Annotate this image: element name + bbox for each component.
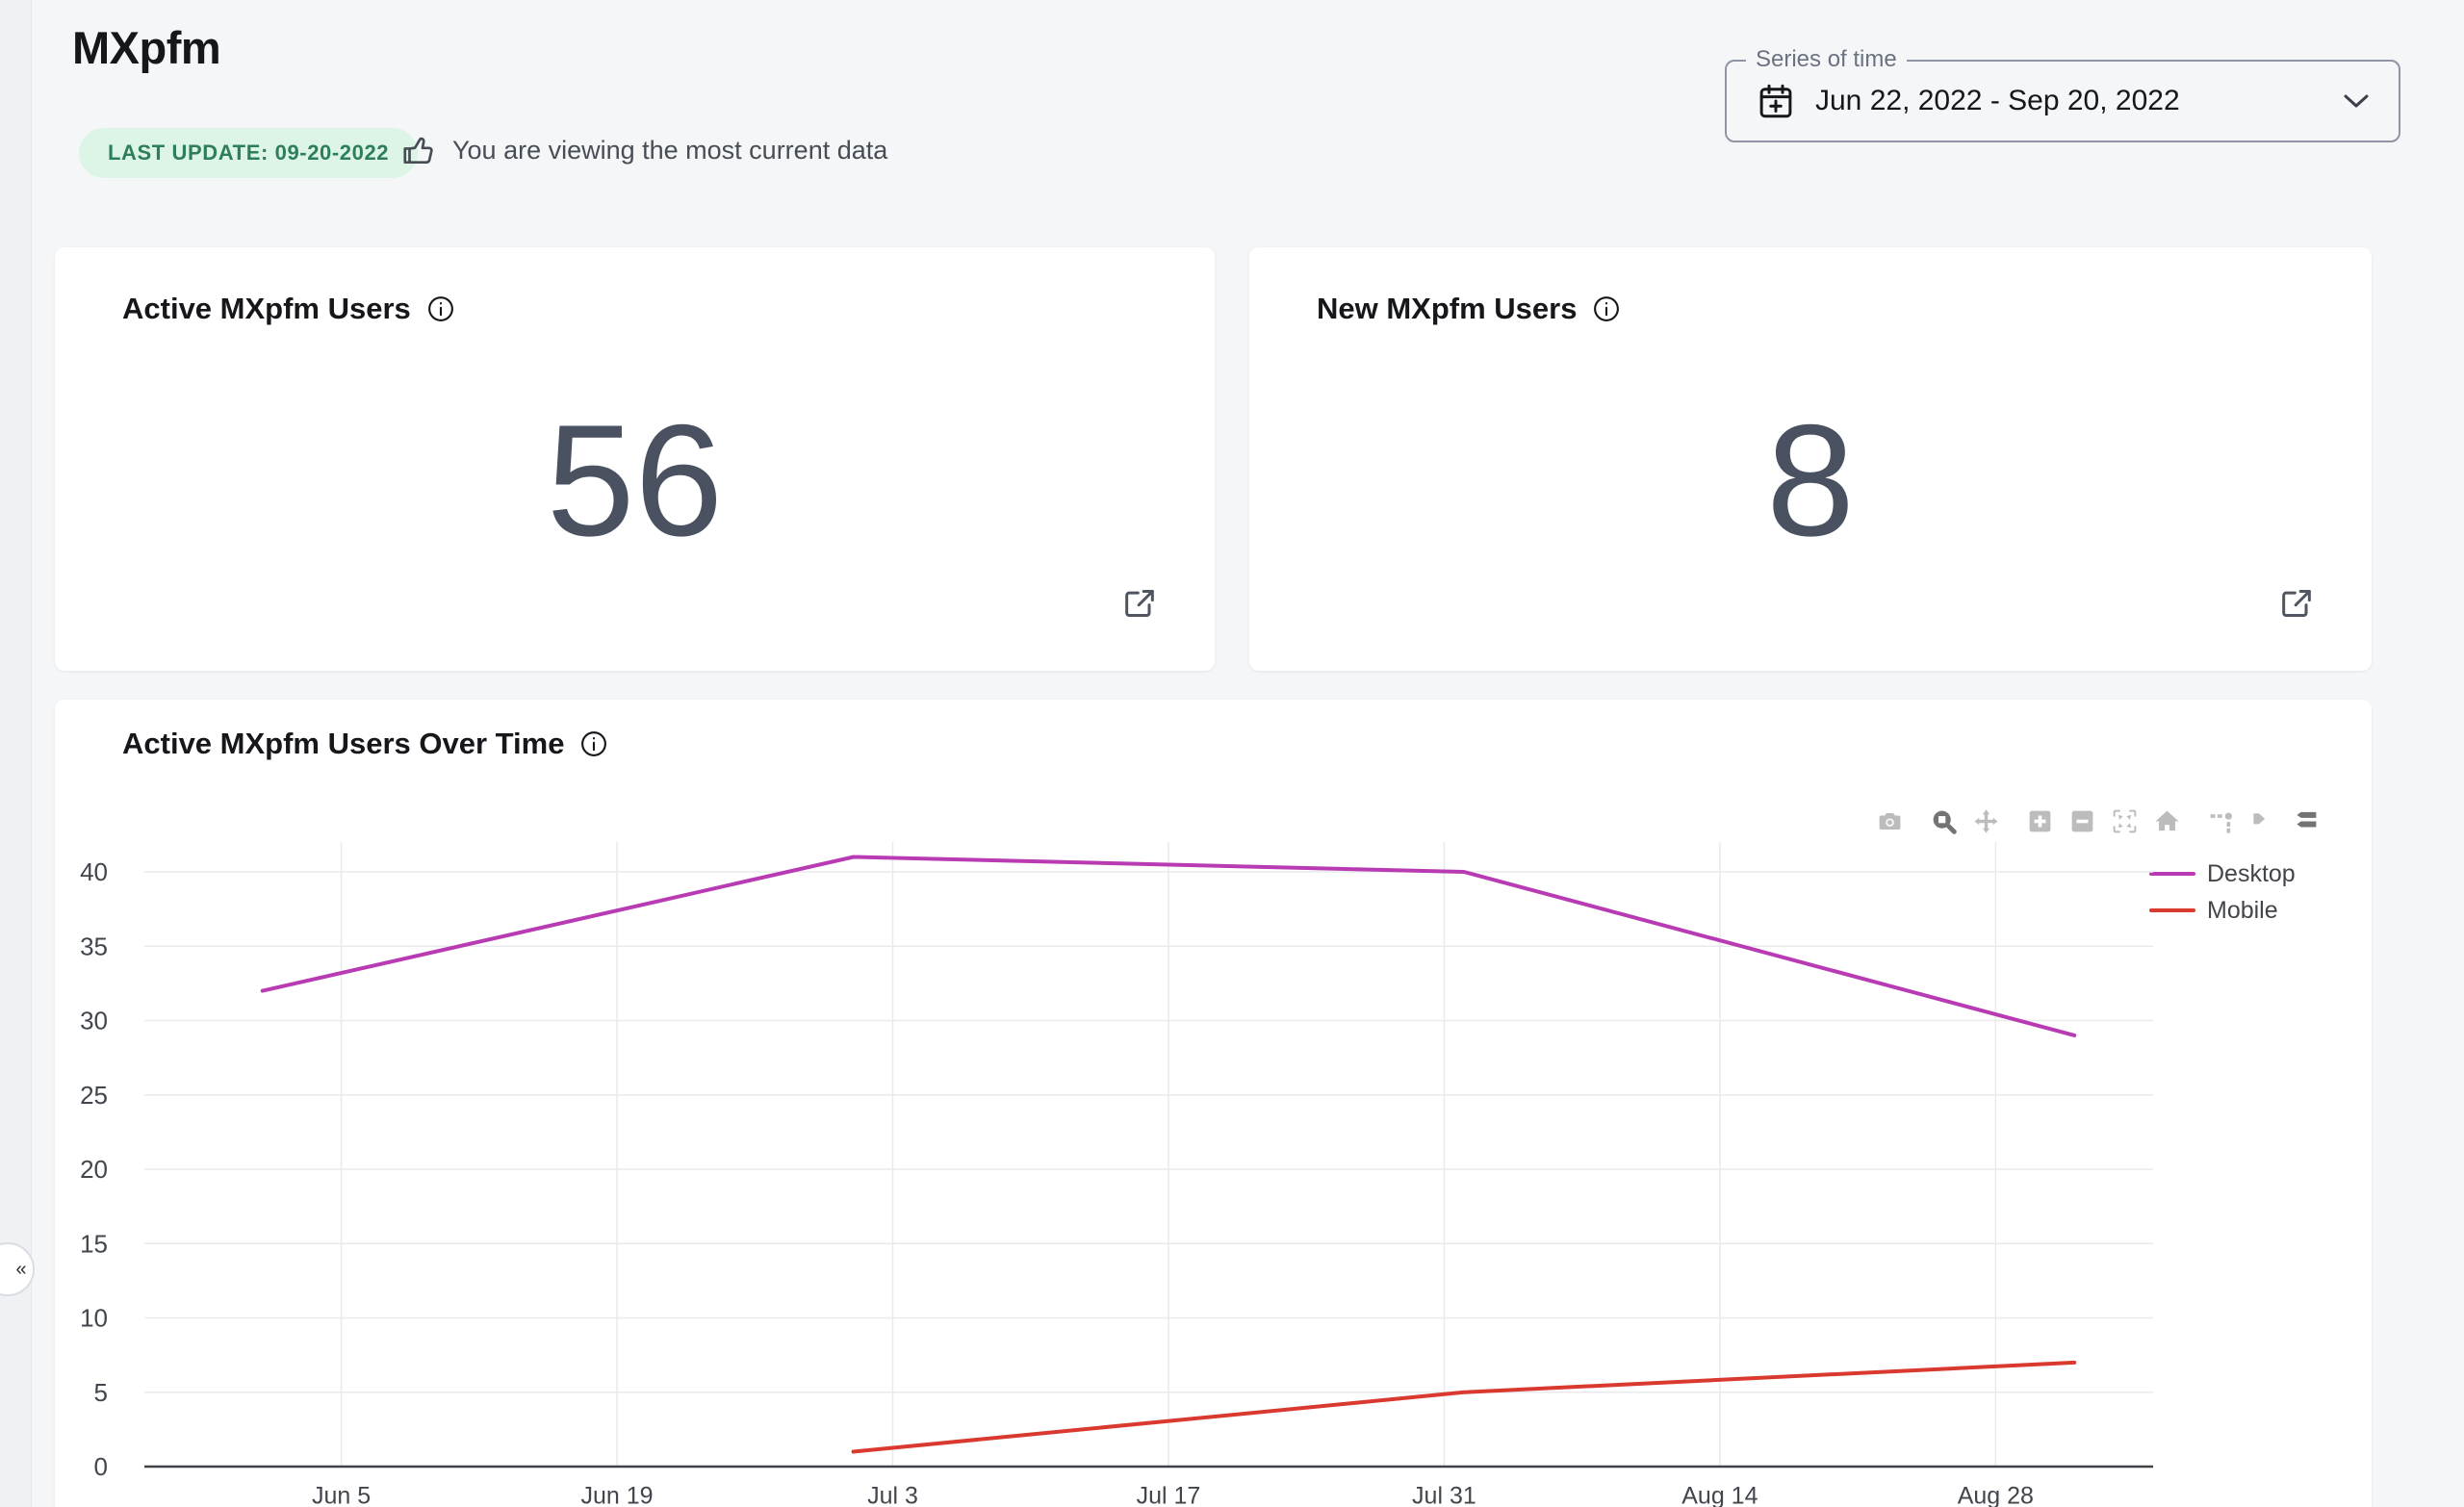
hover-compare-icon[interactable] (2292, 807, 2320, 835)
legend-item-mobile[interactable]: Mobile (2149, 896, 2296, 925)
external-link-icon[interactable] (1120, 584, 1159, 623)
y-tick-label: 40 (80, 857, 108, 886)
plot-modebar (1876, 807, 2320, 835)
chevron-down-icon (2343, 93, 2370, 109)
x-tick-label: Jun 19 (581, 1483, 654, 1507)
date-range-value: Jun 22, 2022 - Sep 20, 2022 (1815, 85, 2180, 116)
chart-title: Active MXpfm Users Over Time (122, 727, 565, 760)
users-over-time-card: Active MXpfm Users Over Time (55, 700, 2372, 1507)
card-title: Active MXpfm Users (122, 292, 411, 325)
users-over-time-plot[interactable]: Jun 5 Jun 19 Jul 3 Jul 17 Jul 31 Aug 14 Aug 28… (55, 791, 2372, 1507)
status-message: You are viewing the most current data (452, 135, 888, 165)
x-tick-label: Aug 14 (1681, 1483, 1758, 1507)
desktop-line-swatch (2149, 872, 2195, 876)
y-tick-label: 0 (94, 1452, 108, 1481)
y-tick-label: 35 (80, 932, 108, 960)
page-title: MXpfm (72, 22, 221, 73)
mobile-line-swatch (2149, 908, 2195, 912)
zoom-icon[interactable] (1930, 807, 1958, 835)
external-link-icon[interactable] (2277, 584, 2316, 623)
y-tick-label: 10 (80, 1304, 108, 1333)
new-users-card: New MXpfm Users 8 (1249, 247, 2372, 671)
date-range-label: Series of time (1746, 46, 1907, 73)
mobile-line (851, 1360, 2077, 1454)
y-tick-label: 30 (80, 1007, 108, 1035)
autoscale-icon[interactable] (2111, 807, 2139, 835)
zoom-in-icon[interactable] (2026, 807, 2054, 835)
pan-icon[interactable] (1972, 807, 2000, 835)
active-users-card: Active MXpfm Users 56 (55, 247, 1215, 671)
x-tick-label: Jul 17 (1137, 1483, 1201, 1507)
date-range-select[interactable]: Series of time Jun 22, 2022 - Sep 20, 20… (1725, 46, 2400, 142)
zoom-out-icon[interactable] (2068, 807, 2096, 835)
last-update-badge: LAST UPDATE: 09-20-2022 (79, 128, 419, 178)
info-icon[interactable] (1592, 294, 1621, 323)
new-users-value: 8 (1766, 392, 1855, 569)
toggle-spikelines-icon[interactable] (2207, 807, 2235, 835)
x-tick-label: Jul 31 (1412, 1483, 1476, 1507)
y-tick-label: 20 (80, 1155, 108, 1184)
camera-icon[interactable] (1876, 807, 1904, 835)
active-users-value: 56 (546, 392, 724, 569)
hover-closest-icon[interactable] (2249, 807, 2277, 835)
thumbs-up-icon (400, 132, 437, 168)
x-tick-label: Jun 5 (312, 1483, 371, 1507)
info-icon[interactable] (579, 729, 608, 758)
x-tick-label: Jul 3 (867, 1483, 918, 1507)
info-icon[interactable] (426, 294, 455, 323)
y-tick-label: 15 (80, 1229, 108, 1258)
x-tick-label: Aug 28 (1958, 1483, 2034, 1507)
legend-label: Mobile (2207, 896, 2278, 924)
y-tick-label: 5 (94, 1378, 108, 1407)
y-tick-label: 25 (80, 1081, 108, 1110)
reset-axes-home-icon[interactable] (2153, 807, 2181, 835)
calendar-icon (1756, 81, 1796, 121)
card-title: New MXpfm Users (1317, 292, 1578, 325)
chart-legend: Desktop Mobile (2149, 859, 2296, 932)
legend-label: Desktop (2207, 859, 2296, 887)
legend-item-desktop[interactable]: Desktop (2149, 859, 2296, 888)
desktop-line (260, 855, 2077, 1037)
